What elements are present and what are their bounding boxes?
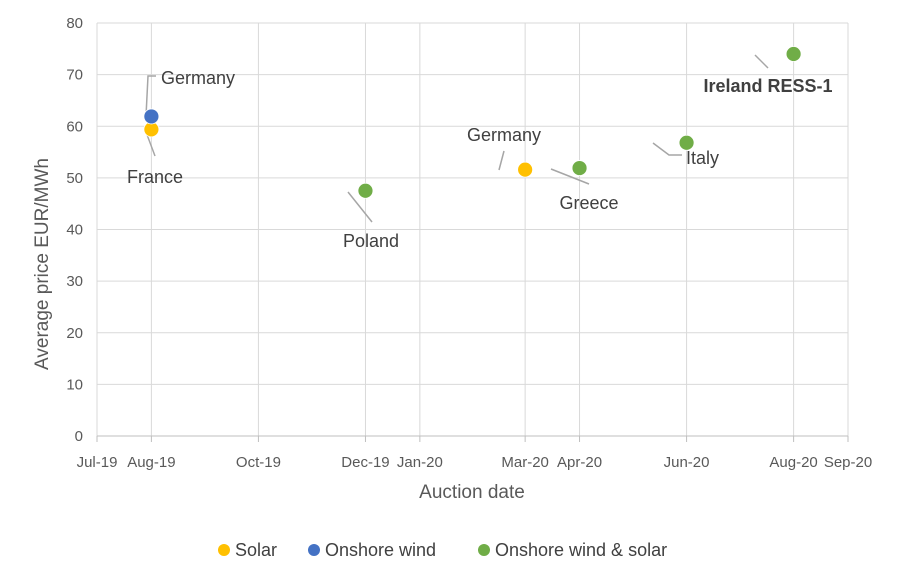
y-tick-label: 20	[66, 325, 83, 342]
axes: 0 10 20 30 40 50 60 70 80 Jul-19 Aug-19 Oct-19 Dec-1…	[66, 15, 872, 471]
data-point	[357, 182, 374, 199]
data-label: Germany	[467, 125, 541, 145]
y-tick-label: 70	[66, 67, 83, 84]
legend-item: Solar	[218, 540, 277, 560]
x-axis-title: Auction date	[419, 482, 525, 503]
leader-line	[754, 54, 769, 69]
data-point	[571, 160, 588, 176]
legend-item: Onshore wind	[308, 540, 436, 560]
data-point	[143, 108, 160, 125]
data-label: Ireland RESS-1	[703, 76, 832, 96]
legend-marker	[308, 544, 320, 556]
leader-lines	[145, 54, 769, 223]
data-point	[517, 161, 534, 178]
data-label: Italy	[686, 148, 719, 168]
x-tick-label: Jun-20	[664, 454, 710, 471]
y-tick-label: 60	[66, 118, 83, 135]
leader-line	[498, 150, 505, 171]
x-tick-label: Aug-20	[769, 454, 817, 471]
data-label: Greece	[559, 193, 618, 213]
data-points	[143, 46, 802, 199]
x-tick-label: Mar-20	[501, 454, 549, 471]
leader-line	[145, 75, 156, 117]
y-tick-label: 80	[66, 15, 83, 32]
legend-marker	[478, 544, 490, 556]
x-tick-label: Jul-19	[77, 454, 118, 471]
legend-item: Onshore wind & solar	[478, 540, 667, 560]
x-tick-label: Aug-19	[127, 454, 175, 471]
data-point	[678, 134, 695, 151]
leader-line	[347, 191, 373, 223]
data-label: Poland	[343, 231, 399, 251]
y-axis-title: Average price EUR/MWh	[32, 158, 53, 370]
data-label: Germany	[161, 68, 235, 88]
data-labels: France Germany Germany Poland Greece Italy Ire…	[127, 68, 833, 251]
legend-marker	[218, 544, 230, 556]
x-tick-label: Dec-19	[341, 454, 389, 471]
leader-line	[652, 142, 682, 156]
y-tick-label: 50	[66, 170, 83, 187]
legend-label: Onshore wind	[325, 540, 436, 560]
x-tick-label: Sep-20	[824, 454, 872, 471]
y-tick-label: 40	[66, 222, 83, 239]
y-tick-label: 30	[66, 273, 83, 290]
x-tick-label: Apr-20	[557, 454, 602, 471]
x-tick-label: Oct-19	[236, 454, 281, 471]
y-tick-label: 10	[66, 376, 83, 393]
x-tick-label: Jan-20	[397, 454, 443, 471]
legend-label: Solar	[235, 540, 277, 560]
leader-line	[550, 168, 590, 185]
grid	[96, 22, 849, 437]
y-tick-label: 0	[75, 428, 83, 445]
data-label: France	[127, 167, 183, 187]
data-point	[785, 46, 802, 62]
legend-label: Onshore wind & solar	[495, 540, 667, 560]
legend: Solar Onshore wind Onshore wind & solar	[218, 540, 667, 560]
